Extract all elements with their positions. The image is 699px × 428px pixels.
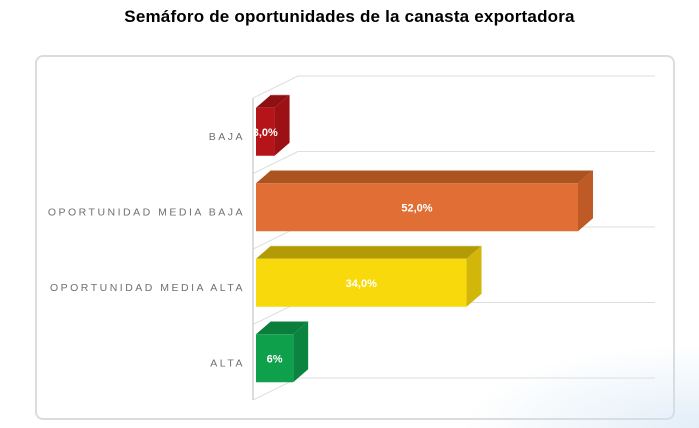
bar-top-face xyxy=(256,94,290,108)
value-label-alta: 6% xyxy=(267,353,283,365)
value-label-oportunidad-media-baja: 52,0% xyxy=(401,202,432,214)
bar-alta: 6% xyxy=(256,320,309,383)
bar-side-face xyxy=(578,170,593,232)
chart-title: Semáforo de oportunidades de la canasta … xyxy=(124,7,575,26)
value-label-oportunidad-media-alta: 34,0% xyxy=(346,278,377,290)
bar-side-face xyxy=(274,94,290,156)
bar-front-face xyxy=(256,107,275,156)
bar-top-face xyxy=(256,170,593,184)
bar-top-face xyxy=(256,321,309,335)
bar-front-face xyxy=(256,183,578,232)
bar-baja: 3,0% xyxy=(253,94,290,156)
category-label-baja: BAJA xyxy=(209,131,245,143)
category-label-oportunidad-media-alta: OPORTUNIDAD MEDIA ALTA xyxy=(50,282,245,294)
bar-side-face xyxy=(293,321,309,383)
category-label-oportunidad-media-baja: OPORTUNIDAD MEDIA BAJA xyxy=(48,206,245,218)
category-label-alta: ALTA xyxy=(210,357,245,369)
value-label-baja: 3,0% xyxy=(253,127,278,139)
gridlines xyxy=(252,75,655,401)
bar-front-face xyxy=(256,258,467,307)
bar-top-face xyxy=(256,245,482,259)
bar-oportunidad-media-alta: 34,0% xyxy=(256,245,482,307)
bar-side-face xyxy=(466,245,482,307)
bar-front-face xyxy=(256,334,294,383)
bar-oportunidad-media-baja: 52,0% xyxy=(256,169,593,232)
